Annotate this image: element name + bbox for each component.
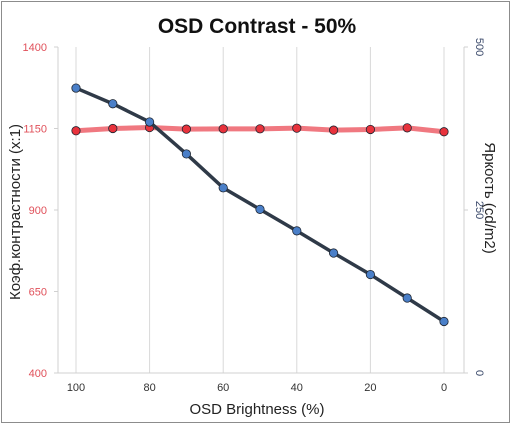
ticks: 1400 1150 900 650 400 500 250 0 100 80 60 40 20 0 bbox=[23, 38, 485, 394]
x-tick-label-20: 20 bbox=[364, 382, 376, 394]
x-tick-label-40: 40 bbox=[291, 382, 303, 394]
grid bbox=[75, 47, 445, 373]
series-0-point-50 bbox=[255, 124, 265, 134]
x-tick-label-100: 100 bbox=[67, 382, 85, 394]
series-0-point-40 bbox=[292, 123, 302, 133]
x-tick-label-0: 0 bbox=[441, 382, 447, 394]
series-1-point-90 bbox=[108, 99, 118, 109]
series-0-point-20 bbox=[365, 124, 375, 135]
right-tick-label-0: 0 bbox=[473, 370, 485, 376]
series-1-point-80 bbox=[145, 117, 155, 127]
series-1-point-50 bbox=[255, 204, 265, 214]
left-tick-label-650: 650 bbox=[29, 287, 47, 299]
left-tick-label-1400: 1400 bbox=[23, 42, 47, 54]
series bbox=[71, 83, 449, 327]
left-y-axis-label: Коэф.контрастности (x:1) bbox=[7, 124, 24, 300]
left-tick-label-1150: 1150 bbox=[23, 124, 47, 136]
series-1-point-60 bbox=[218, 183, 228, 193]
series-1-point-20 bbox=[365, 269, 375, 280]
right-tick-label-500: 500 bbox=[473, 38, 485, 56]
chart: OSD Contrast - 50% 140011509006504005002… bbox=[7, 15, 498, 418]
series-1-point-0 bbox=[439, 316, 449, 327]
series-0-point-70 bbox=[181, 124, 191, 134]
series-0-point-90 bbox=[108, 123, 118, 134]
series-1-point-10 bbox=[402, 293, 412, 303]
x-axis-label: OSD Brightness (%) bbox=[189, 401, 324, 418]
series-1-point-40 bbox=[292, 226, 302, 236]
series-0-point-30 bbox=[328, 125, 339, 135]
series-1-point-100 bbox=[71, 83, 81, 93]
series-1-point-30 bbox=[328, 248, 339, 258]
series-0-point-100 bbox=[71, 126, 81, 136]
chart-title: OSD Contrast - 50% bbox=[158, 15, 357, 38]
left-tick-label-400: 400 bbox=[29, 368, 47, 380]
series-0-point-0 bbox=[439, 127, 449, 137]
series-1-point-70 bbox=[181, 149, 191, 159]
x-tick-label-60: 60 bbox=[217, 382, 229, 394]
right-y-axis-label: Яркость (cd/m2) bbox=[481, 142, 498, 253]
series-0-point-10 bbox=[402, 123, 412, 133]
series-0-point-60 bbox=[218, 124, 228, 134]
left-tick-label-900: 900 bbox=[29, 205, 47, 217]
right-tick-label-250: 250 bbox=[473, 201, 485, 219]
x-tick-label-80: 80 bbox=[143, 382, 155, 394]
